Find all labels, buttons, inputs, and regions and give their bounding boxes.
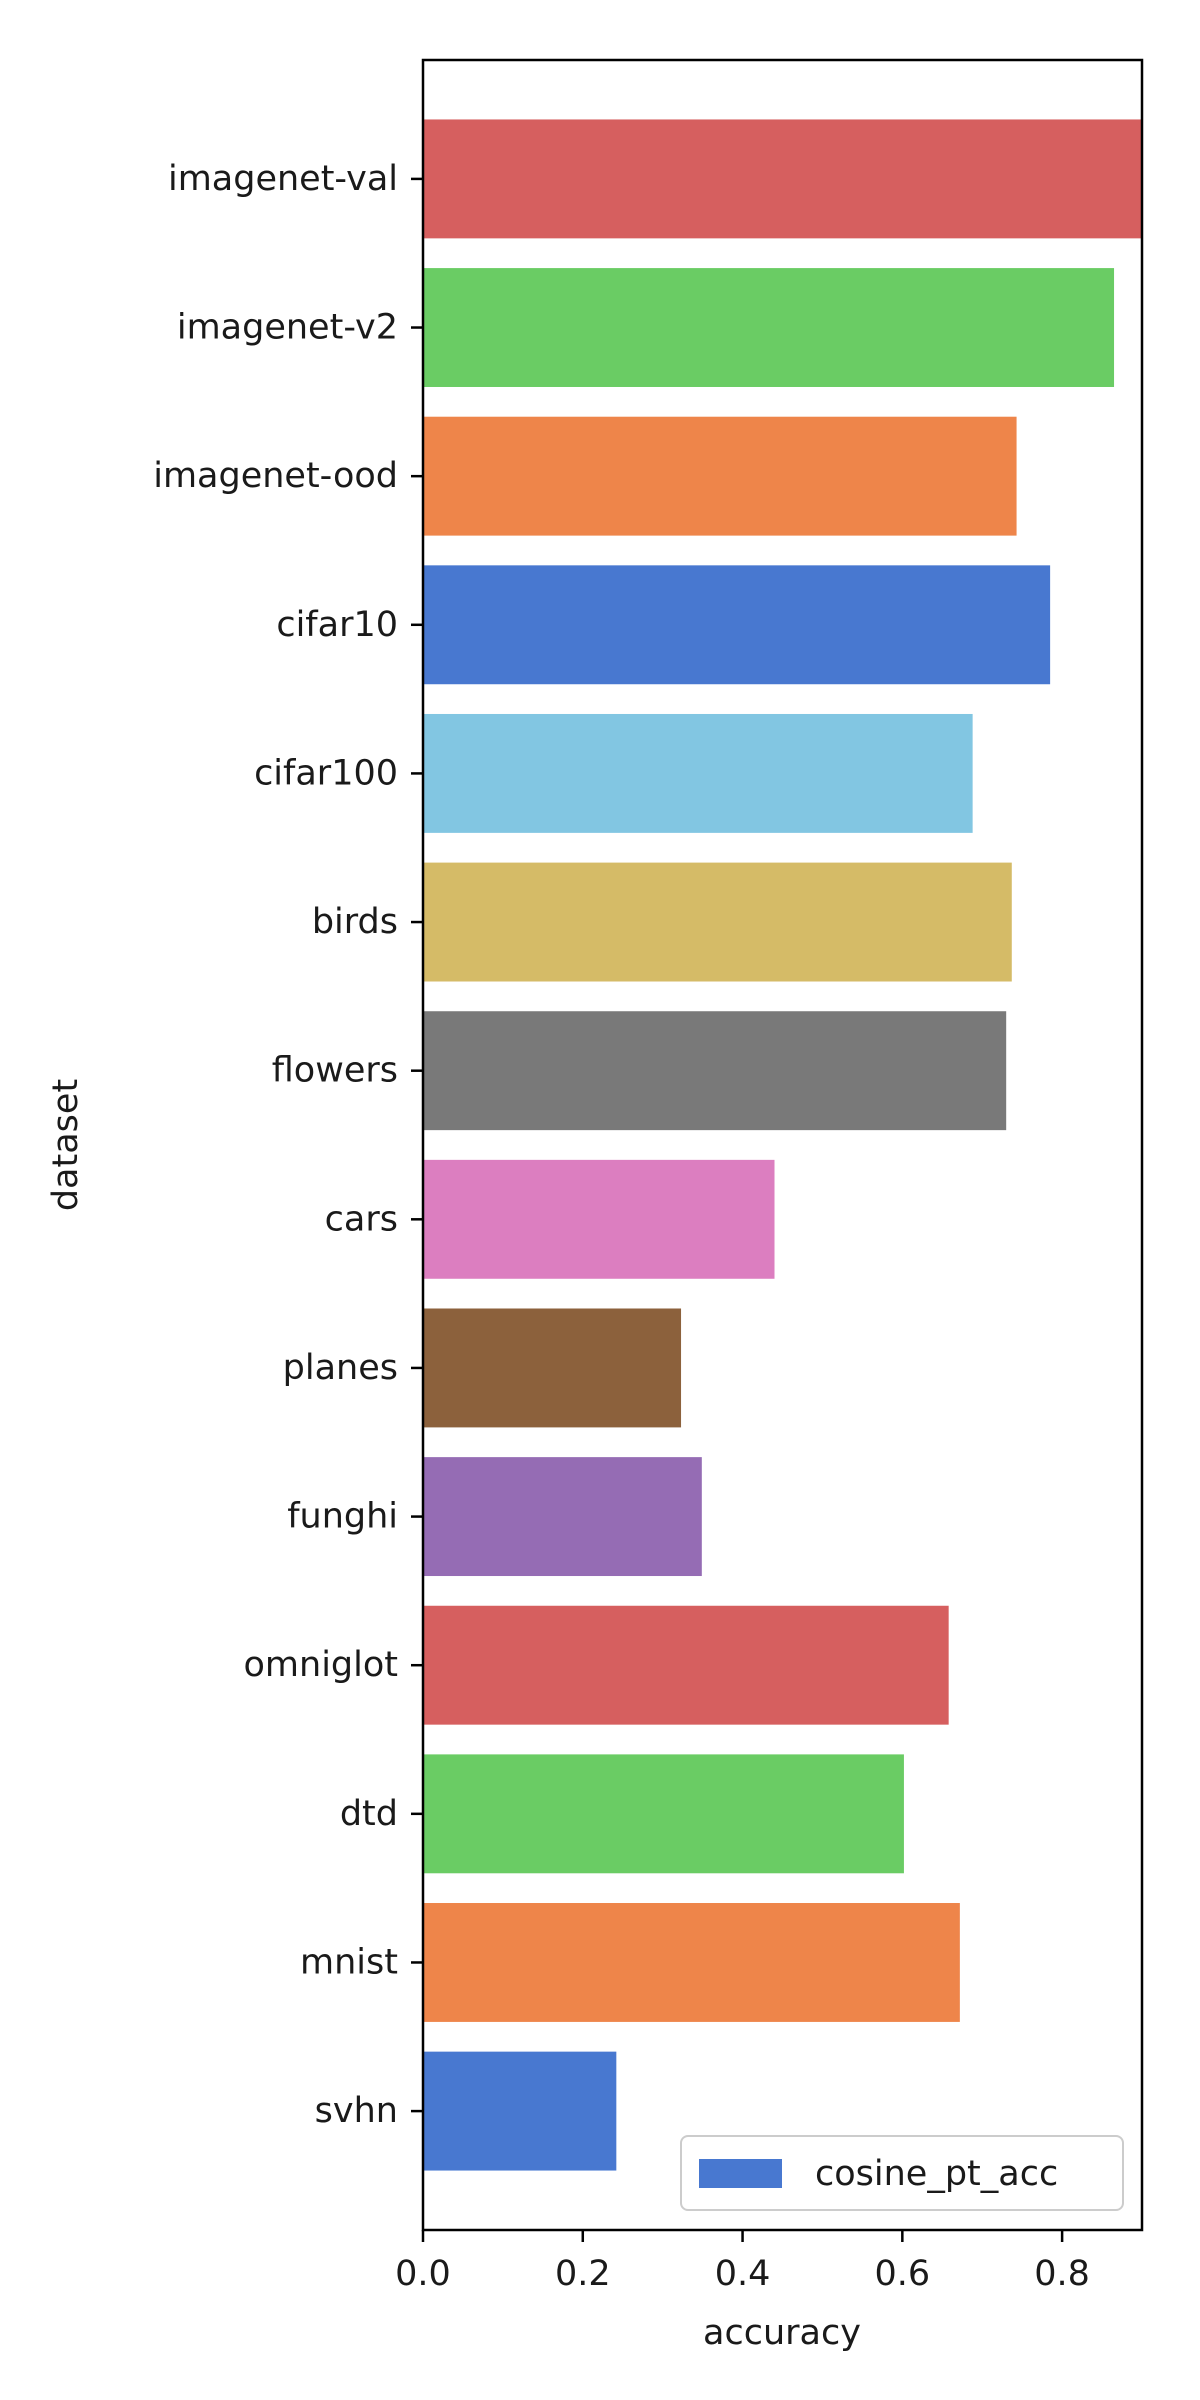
- legend-swatch: [699, 2159, 782, 2188]
- y-tick-label: dtd: [340, 1794, 398, 1834]
- y-tick-label: imagenet-ood: [153, 456, 398, 496]
- bar-svhn: [423, 2051, 617, 2171]
- bar-imagenet-v2: [423, 268, 1115, 387]
- x-tick-label: 0.2: [555, 2254, 611, 2294]
- bar-dtd: [423, 1754, 904, 1874]
- x-tick-label: 0.6: [874, 2254, 930, 2294]
- y-tick-label: svhn: [315, 2091, 398, 2131]
- y-tick-label: flowers: [272, 1051, 398, 1091]
- bars: [423, 119, 1142, 2171]
- bar-imagenet-val: [423, 119, 1142, 239]
- y-axis: imagenet-val imagenet-v2 imagenet-ood cifar…: [153, 159, 423, 2131]
- plot-frame: [421, 58, 1144, 2232]
- x-tick-label: 0.4: [715, 2254, 771, 2294]
- x-axis-label: accuracy: [703, 2313, 861, 2353]
- bar-mnist: [423, 1903, 960, 2022]
- y-tick-label: funghi: [287, 1497, 398, 1537]
- bar-flowers: [423, 1011, 1007, 1131]
- y-tick-label: cars: [325, 1199, 398, 1239]
- legend: cosine_pt_acc: [680, 2135, 1124, 2211]
- x-tick-label: 0.0: [395, 2254, 451, 2294]
- bar-cifar10: [423, 565, 1051, 685]
- y-tick-label: birds: [312, 902, 398, 942]
- bar-omniglot: [423, 1605, 949, 1725]
- bar-planes: [423, 1308, 682, 1428]
- y-tick-label: imagenet-val: [168, 159, 398, 199]
- y-tick-label: imagenet-v2: [177, 308, 398, 348]
- y-axis-label: dataset: [46, 1079, 86, 1211]
- y-tick-label: omniglot: [244, 1645, 399, 1685]
- y-tick-label: cifar10: [276, 605, 398, 645]
- bar-funghi: [423, 1457, 702, 1577]
- bar-cars: [423, 1159, 775, 1279]
- y-tick-label: planes: [283, 1348, 398, 1388]
- bar-birds: [423, 862, 1012, 982]
- y-tick-label: cifar100: [254, 753, 398, 793]
- legend-box: [680, 2135, 1124, 2211]
- y-tick-label: mnist: [300, 1942, 398, 1982]
- x-axis: 0.0 0.2 0.4 0.6 0.8: [395, 2230, 1090, 2294]
- bar-imagenet-ood: [423, 416, 1017, 536]
- bar-cifar100: [423, 713, 973, 833]
- x-tick-label: 0.8: [1034, 2254, 1090, 2294]
- legend-label: cosine_pt_acc: [815, 2154, 1058, 2194]
